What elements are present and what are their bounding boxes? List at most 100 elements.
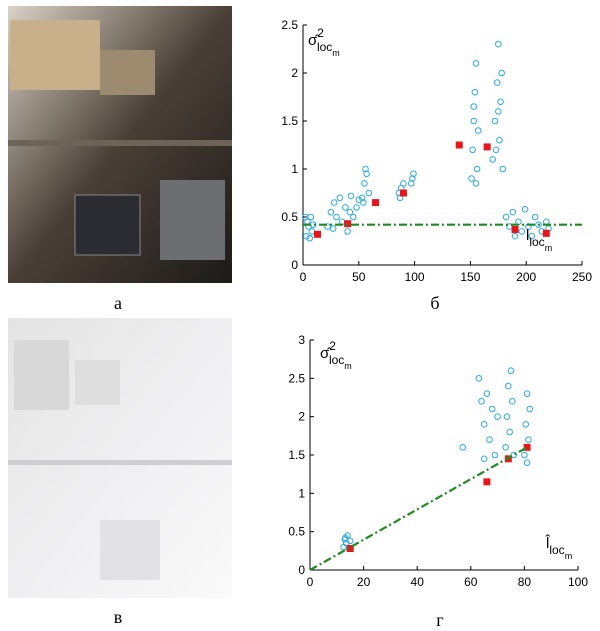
- point: [471, 118, 477, 124]
- photo-b: [8, 318, 232, 598]
- y-tick-label: 1.5: [288, 448, 305, 462]
- point: [492, 452, 498, 458]
- point: [504, 414, 510, 420]
- point: [309, 229, 315, 235]
- point-square: [456, 142, 463, 149]
- point: [506, 383, 512, 389]
- point: [474, 166, 480, 172]
- x-tick-label: 150: [460, 270, 480, 284]
- point-square: [400, 190, 407, 197]
- x-tick-label: 80: [518, 575, 532, 589]
- point: [526, 437, 532, 443]
- point: [471, 104, 477, 110]
- label-sub: loc: [317, 40, 332, 54]
- point: [481, 422, 487, 428]
- point: [492, 118, 498, 124]
- y-tick-label: 0.5: [281, 210, 298, 224]
- point: [470, 147, 476, 153]
- x-tick-label: 0: [300, 270, 307, 284]
- y-tick-label: 1: [298, 486, 305, 500]
- axis-label: σ̂2locm: [308, 26, 340, 58]
- point: [473, 61, 479, 67]
- point: [522, 452, 528, 458]
- point: [508, 368, 514, 374]
- point: [500, 166, 506, 172]
- point: [524, 460, 530, 466]
- point: [490, 157, 496, 163]
- caption: г: [436, 610, 443, 630]
- point: [460, 445, 466, 451]
- point: [496, 41, 502, 47]
- label-sup: 2: [329, 339, 336, 353]
- y-tick-label: 1: [291, 162, 298, 176]
- point: [510, 399, 516, 405]
- point: [401, 181, 407, 187]
- x-tick-label: 60: [464, 575, 478, 589]
- point-square: [372, 199, 379, 206]
- point: [510, 209, 516, 215]
- point-square: [314, 231, 321, 238]
- x-tick-label: 250: [572, 270, 592, 284]
- label-subsub: m: [332, 48, 340, 58]
- point: [343, 205, 349, 211]
- y-tick-label: 2: [291, 66, 298, 80]
- point: [473, 181, 479, 187]
- point: [522, 207, 528, 213]
- point: [331, 200, 337, 206]
- point: [484, 391, 490, 397]
- y-tick-label: 1.5: [281, 114, 298, 128]
- x-tick-label: 100: [568, 575, 588, 589]
- label-subsub: m: [344, 361, 352, 371]
- figure: а б в г 00.511.522.5050100150200250σ̂2lo…: [0, 0, 600, 631]
- point-square: [483, 478, 490, 485]
- x-tick-label: 0: [307, 575, 314, 589]
- point: [347, 209, 353, 215]
- point: [479, 399, 485, 405]
- point: [532, 214, 538, 220]
- y-tick-label: 2: [298, 410, 305, 424]
- point: [499, 70, 505, 76]
- point: [328, 209, 334, 215]
- point: [487, 437, 493, 443]
- label-sub: loc: [549, 543, 564, 557]
- y-tick-label: 0: [291, 258, 298, 272]
- label-subsub: m: [565, 551, 573, 561]
- y-tick-label: 3: [298, 333, 305, 347]
- point: [503, 214, 509, 220]
- point: [497, 137, 503, 143]
- y-tick-label: 0: [298, 563, 305, 577]
- point: [348, 193, 354, 199]
- caption: а: [114, 293, 122, 313]
- point: [337, 195, 343, 201]
- point: [489, 406, 495, 412]
- point: [345, 229, 351, 235]
- point: [494, 80, 500, 86]
- point: [469, 176, 475, 182]
- point: [498, 99, 504, 105]
- point: [366, 190, 372, 196]
- x-tick-label: 200: [516, 270, 536, 284]
- point: [495, 414, 501, 420]
- point: [334, 214, 340, 220]
- y-tick-label: 0.5: [288, 525, 305, 539]
- label-subsub: m: [545, 243, 553, 253]
- point: [503, 445, 509, 451]
- caption: б: [430, 293, 439, 313]
- point: [476, 376, 482, 382]
- point-square: [512, 226, 519, 233]
- point: [523, 422, 529, 428]
- point: [519, 229, 525, 235]
- x-tick-label: 40: [411, 575, 425, 589]
- photo-a: [8, 6, 232, 283]
- point: [330, 226, 336, 232]
- point: [481, 456, 487, 462]
- label-sub: loc: [529, 235, 544, 249]
- point: [493, 147, 499, 153]
- label-sup: 2: [317, 26, 324, 40]
- y-tick-label: 2.5: [281, 18, 298, 32]
- x-tick-label: 20: [357, 575, 371, 589]
- label-sub: loc: [329, 353, 344, 367]
- point: [507, 429, 513, 435]
- x-tick-label: 50: [352, 270, 366, 284]
